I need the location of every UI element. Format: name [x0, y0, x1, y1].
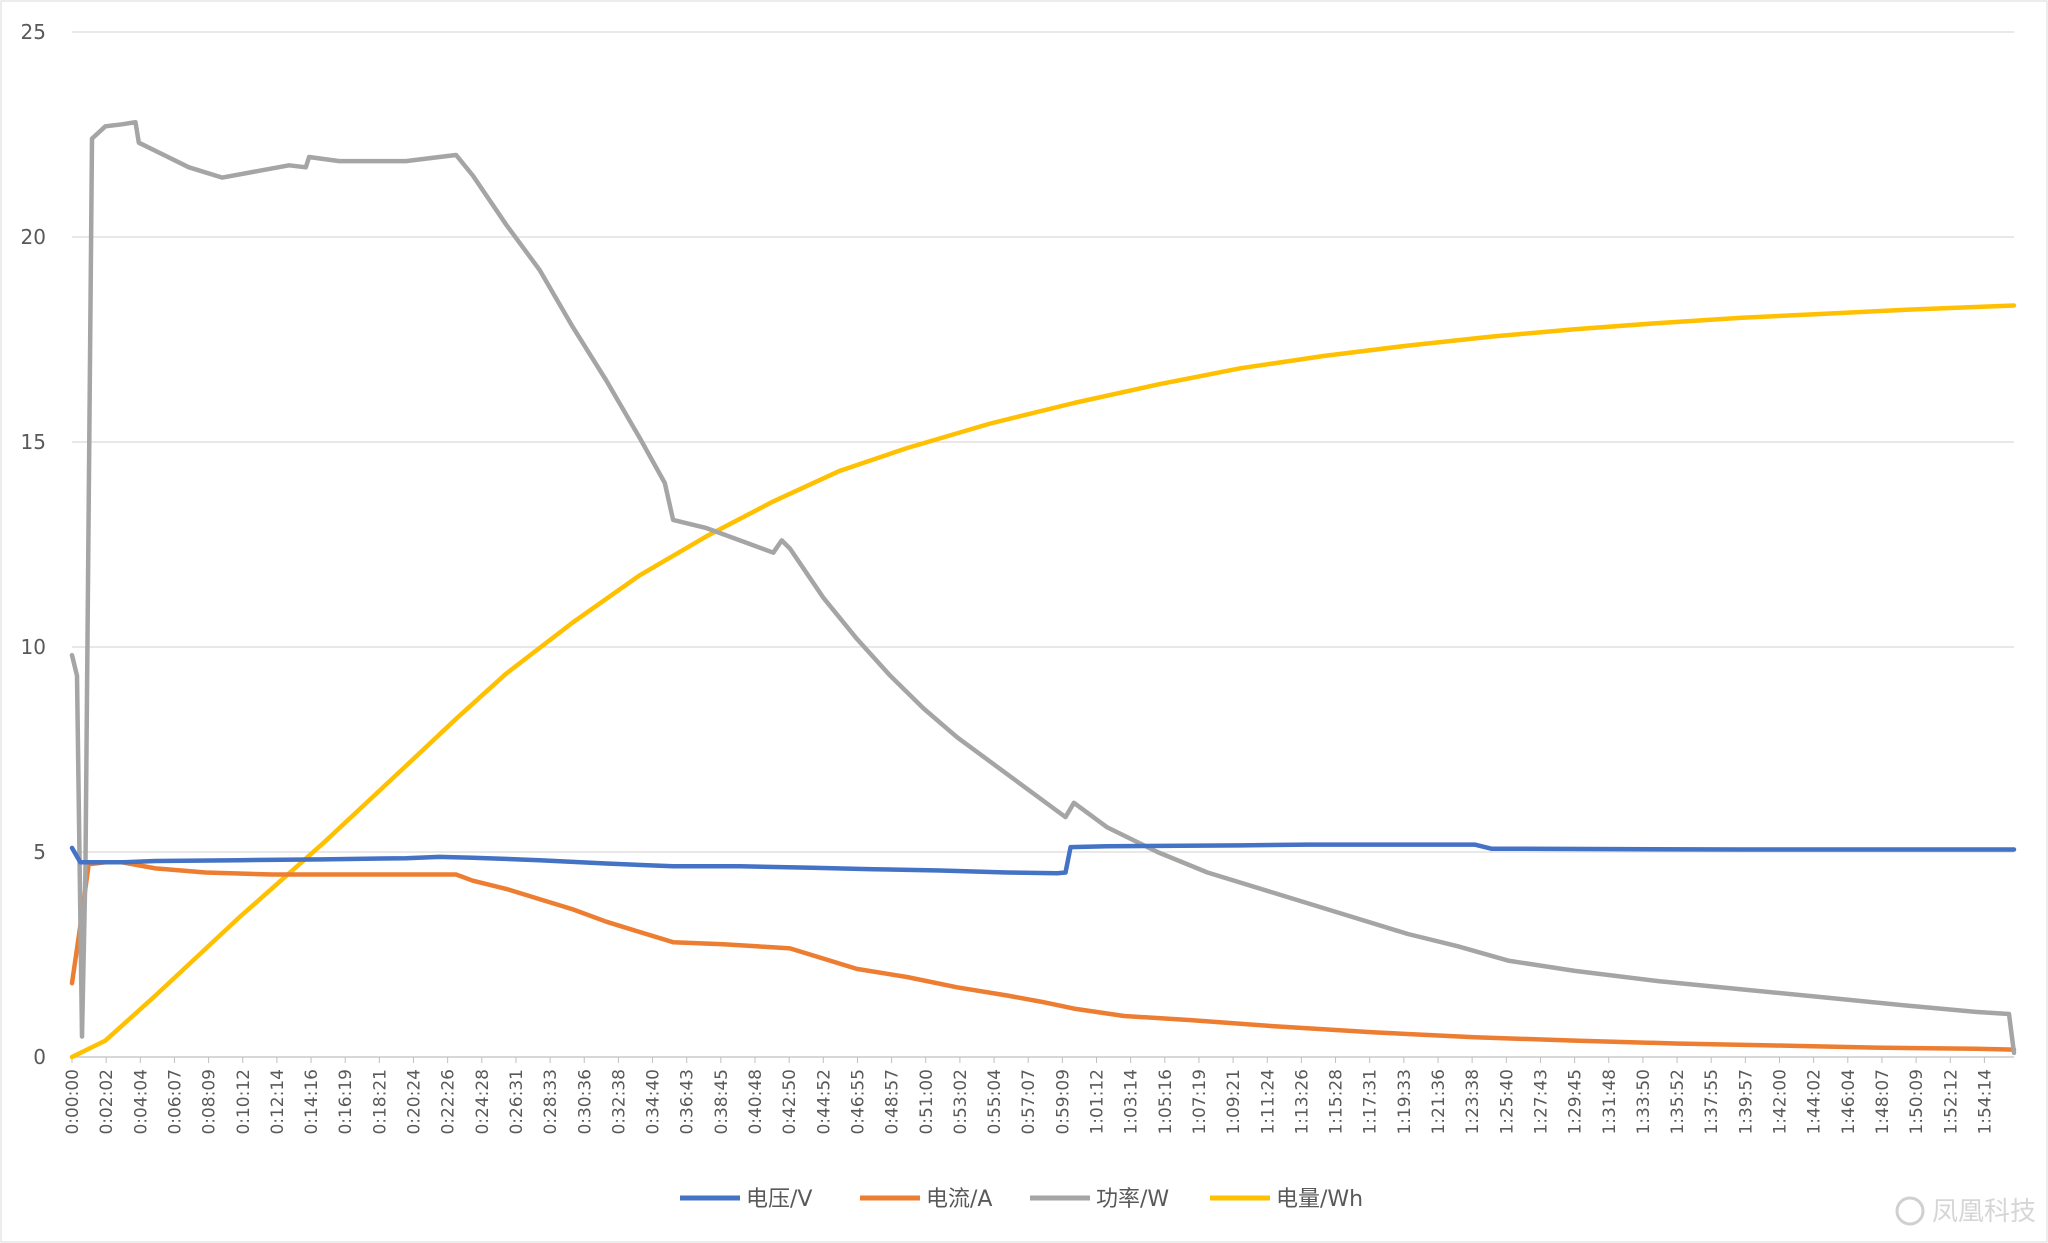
- x-tick-label: 1:03:14: [1122, 1069, 1142, 1135]
- x-tick-label: 0:10:12: [234, 1069, 254, 1135]
- legend-label: 电压/V: [746, 1187, 812, 1212]
- x-tick-label: 0:36:43: [678, 1069, 698, 1135]
- x-tick-label: 1:44:02: [1805, 1069, 1825, 1135]
- x-tick-label: 1:50:09: [1907, 1069, 1927, 1135]
- x-tick-label: 1:17:31: [1361, 1069, 1381, 1135]
- series-line-0: [69, 842, 2017, 876]
- x-tick-label: 0:57:07: [1019, 1069, 1039, 1135]
- x-tick-label: 0:51:00: [917, 1069, 937, 1135]
- x-tick-label: 1:21:36: [1429, 1069, 1449, 1135]
- legend-label: 功率/W: [1096, 1187, 1169, 1212]
- y-tick-label: 10: [21, 635, 46, 659]
- x-tick-label: 0:02:02: [97, 1069, 117, 1135]
- x-tick-label: 0:46:55: [848, 1069, 868, 1135]
- x-tick-label: 1:33:50: [1634, 1069, 1654, 1135]
- x-tick-label: 1:39:57: [1736, 1069, 1756, 1135]
- x-tick-label: 0:18:21: [370, 1069, 390, 1135]
- y-tick-label: 0: [33, 1045, 46, 1069]
- legend: 电压/V 电流/A 功率/W 电量/Wh: [680, 1187, 1363, 1212]
- x-tick-label: 1:42:00: [1771, 1069, 1791, 1135]
- y-tick-label: 5: [33, 840, 46, 864]
- x-tick-label: 1:19:33: [1395, 1069, 1415, 1135]
- x-tick-label: 1:52:12: [1941, 1069, 1961, 1135]
- x-tick-label: 0:42:50: [780, 1069, 800, 1135]
- x-tick-label: 1:46:04: [1839, 1069, 1859, 1135]
- x-tick-label: 0:00:00: [63, 1069, 83, 1135]
- x-tick-label: 0:20:24: [405, 1069, 425, 1135]
- x-tick-label: 0:12:14: [268, 1069, 288, 1135]
- x-tick-label: 1:13:26: [1292, 1069, 1312, 1135]
- x-tick-label: 1:54:14: [1975, 1069, 1995, 1135]
- x-tick-label: 0:28:33: [541, 1069, 561, 1135]
- x-tick-label: 1:25:40: [1497, 1069, 1517, 1135]
- x-tick-label: 0:06:07: [165, 1069, 185, 1135]
- series-line-2: [69, 119, 2017, 1056]
- x-tick-label: 0:55:04: [985, 1069, 1005, 1135]
- x-tick-label: 0:14:16: [302, 1069, 322, 1135]
- x-tick-label: 0:08:09: [200, 1069, 220, 1135]
- y-tick-label: 15: [21, 430, 46, 454]
- y-tick-label: 25: [21, 20, 46, 44]
- x-tick-label: 1:01:12: [1088, 1069, 1108, 1135]
- x-tick-label: 1:31:48: [1600, 1069, 1620, 1135]
- gridlines: [72, 31, 2014, 1058]
- x-tick-label: 1:29:45: [1566, 1069, 1586, 1135]
- watermark-logo-icon: [1895, 1196, 1925, 1226]
- watermark-text: 凤凰科技: [1932, 1197, 2036, 1227]
- x-tick-label: 1:05:16: [1156, 1069, 1176, 1135]
- x-tick-label: 1:09:21: [1224, 1069, 1244, 1135]
- x-tick-label: 0:22:26: [439, 1069, 459, 1135]
- legend-label: 电量/Wh: [1276, 1187, 1363, 1212]
- x-tick-label: 0:04:04: [131, 1069, 151, 1135]
- x-tick-label: 1:23:38: [1463, 1069, 1483, 1135]
- x-tick-label: 0:53:02: [951, 1069, 971, 1135]
- series-line-3: [69, 303, 2017, 1060]
- x-tick-label: 0:24:28: [473, 1069, 493, 1135]
- x-tick-label: 0:38:45: [712, 1069, 732, 1135]
- x-axis-ticks: 0:00:00 0:02:02 0:04:04 0:06:07 0:08:09 0:10:…: [63, 1057, 1995, 1135]
- x-tick-label: 0:32:38: [609, 1069, 629, 1135]
- series-line-1: [69, 860, 2017, 1052]
- x-tick-label: 0:30:36: [575, 1069, 595, 1135]
- x-tick-label: 1:35:52: [1668, 1069, 1688, 1135]
- x-tick-label: 0:26:31: [507, 1069, 527, 1135]
- x-tick-label: 0:48:57: [883, 1069, 903, 1135]
- legend-label: 电流/A: [926, 1187, 992, 1212]
- y-tick-label: 20: [21, 225, 46, 249]
- x-tick-label: 0:44:52: [814, 1069, 834, 1135]
- watermark: 凤凰科技: [1895, 1196, 2036, 1227]
- x-tick-label: 0:59:09: [1053, 1069, 1073, 1135]
- x-tick-label: 1:48:07: [1873, 1069, 1893, 1135]
- x-tick-label: 0:40:48: [746, 1069, 766, 1135]
- x-tick-label: 1:07:19: [1190, 1069, 1210, 1135]
- x-tick-label: 0:34:40: [644, 1069, 664, 1135]
- x-tick-label: 1:15:28: [1327, 1069, 1347, 1135]
- x-tick-label: 1:37:55: [1702, 1069, 1722, 1135]
- x-tick-label: 1:27:43: [1531, 1069, 1551, 1135]
- x-tick-label: 0:16:19: [336, 1069, 356, 1135]
- x-tick-label: 1:11:24: [1258, 1069, 1278, 1135]
- y-axis-ticks: 0 5 10 15 20 25: [21, 20, 46, 1069]
- series-lines: [69, 119, 2017, 1060]
